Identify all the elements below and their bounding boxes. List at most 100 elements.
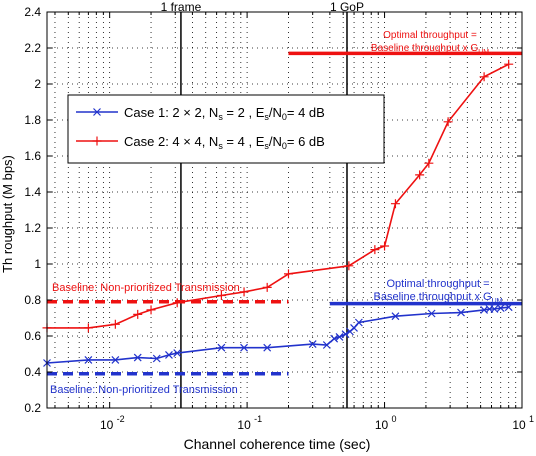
annotation-blue-baseline: Baseline: Non-prioritized Transmission [50,384,238,396]
x-tick-label: 10 [237,418,251,432]
data-point-series-2 [390,199,400,209]
x-axis-label: Channel coherence time (sec) [184,436,371,452]
legend-text: = 4 , E [223,134,265,149]
legend-subscript: s [218,112,223,122]
series-line-1 [46,306,509,364]
data-point-series-2 [370,245,380,255]
y-tick-label: 1 [34,257,41,271]
data-point-series-1 [490,305,499,313]
legend-entry-1: Case 1: 2 × 2, Ns = 2 , Es/N0= 4 dB [124,105,325,122]
y-tick-label: 2 [34,77,41,91]
data-point-series-1 [335,332,344,341]
annotation-red-baseline: Baseline: Non-prioritized Transmission [52,282,240,294]
y-tick-label: 1.6 [24,149,41,163]
data-point-series-2 [172,298,182,308]
x-tick-label: 10 [100,418,114,432]
data-point-series-2 [344,261,354,271]
data-point-series-1 [427,309,436,318]
legend-text: /N [269,134,282,149]
vertical-reference-label: 1 GoP [330,0,364,14]
legend-text: /N [269,105,282,120]
annotation-text: Optimal throughput = [386,278,489,290]
legend-marker-2 [92,136,102,146]
y-tick-label: 1.4 [24,185,41,199]
data-point-series-2 [479,72,489,82]
legend-text: = 4 dB [287,105,325,120]
data-point-series-1 [391,312,400,321]
x-tick-label: 10 [375,418,389,432]
annotation-blue-opt-line1: Optimal throughput = [386,278,489,290]
data-point-series-2 [216,291,226,300]
y-tick-label: 0.6 [24,329,41,343]
data-point-series-2 [443,117,453,127]
data-point-series-1 [263,343,272,352]
x-tick-exponent: 1 [529,414,534,424]
y-tick-label: 2.4 [24,5,41,19]
x-tick-exponent: -1 [254,414,262,424]
data-point-series-1 [330,334,339,343]
data-point-series-2 [424,158,434,168]
data-point-series-1 [354,318,363,327]
annotation-red-opt-line1: Optimal throughput = [383,30,477,41]
legend: Case 1: 2 × 2, Ns = 2 , Es/N0= 4 dBCase … [67,94,385,164]
data-point-series-2 [380,241,390,251]
data-point-series-1 [165,350,173,359]
x-tick-exponent: -2 [117,414,125,424]
y-tick-label: 0.4 [24,365,41,379]
legend-subscript: 0 [282,141,287,151]
data-point-series-2 [504,59,514,69]
data-point-series-2 [110,319,120,329]
legend-marker-1 [93,108,101,116]
annotation-subscript: UM [478,49,489,56]
data-point-series-1 [322,341,331,349]
data-point-series-1 [457,308,465,317]
series-layer [42,59,514,367]
data-point-series-2 [283,269,293,279]
grid-layer [47,12,523,408]
legend-text: = 2 , E [223,105,265,120]
data-point-series-1 [341,330,350,339]
annotation-text: Baseline throughput x G [374,291,492,303]
data-point-series-1 [217,343,226,352]
annotation-subscript: UM [492,298,503,305]
legend-subscript: s [264,141,269,151]
annotation-text: Optimal throughput = [383,30,477,41]
data-point-series-1 [308,340,317,349]
data-point-series-1 [173,349,182,358]
y-tick-label: 0.2 [24,401,41,415]
reference-lines: 1 frame 1 GoP [47,0,522,408]
legend-entry-2: Case 2: 4 × 4, Ns = 4 , Es/N0= 6 dB [124,134,325,151]
data-point-series-2 [415,170,425,180]
label-layer: Channel coherence time (sec) Th roughput… [0,155,370,452]
data-point-series-1 [504,303,513,312]
vertical-reference-label: 1 frame [161,0,202,14]
y-tick-label: 0.8 [24,293,41,307]
data-point-series-2 [83,323,93,333]
legend-text: = 6 dB [287,134,325,149]
x-tick-label: 10 [512,418,526,432]
data-point-series-1 [240,343,248,352]
y-axis-label: Th roughput (M bps) [0,155,15,273]
x-tick-exponent: 0 [392,414,397,424]
data-point-series-2 [262,282,272,292]
data-point-series-1 [111,356,120,364]
legend-text: Case 2: 4 × 4, N [124,134,218,149]
annotation-text: Baseline throughput x G [371,43,479,54]
data-point-series-2 [146,305,156,315]
legend-subscript: s [218,141,223,151]
data-point-series-1 [496,304,505,313]
y-tick-label: 2.2 [24,41,41,55]
annotation-red-opt-line2: Baseline throughput x GUM [371,43,489,56]
annotations-layer: Baseline: Non-prioritized Transmission Ba… [50,30,503,396]
data-point-series-2 [239,287,249,297]
data-point-series-1 [133,353,142,362]
y-tick-label: 1.8 [24,113,41,127]
legend-subscript: s [264,112,269,122]
plot-frame [46,11,523,409]
annotation-text: Baseline: Non-prioritized Transmission [50,384,238,396]
legend-subscript: 0 [282,112,287,122]
data-point-series-1 [152,354,161,363]
data-point-series-1 [84,356,93,364]
legend-text: Case 1: 2 × 2, N [124,105,218,120]
